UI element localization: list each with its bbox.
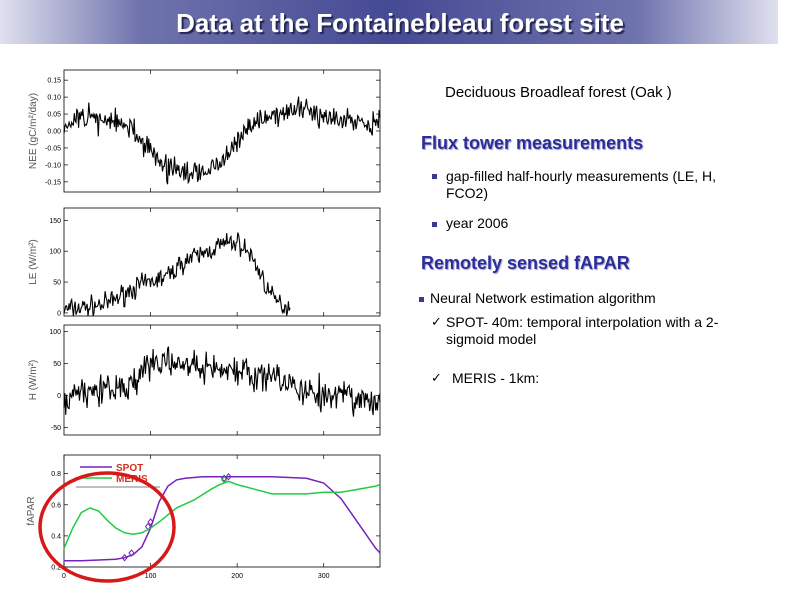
y-tick-label: 100 — [49, 329, 61, 336]
slide-title: Data at the Fontainebleau forest site — [176, 8, 624, 38]
data-marker — [225, 472, 232, 481]
y-tick-label: -0.15 — [45, 179, 61, 186]
y-axis-label: LE (W/m²) — [28, 239, 39, 285]
legend-meris-label: MERIS — [116, 474, 148, 485]
spot-description: : temporal interpolation with a 2-sigmoi… — [446, 314, 719, 347]
meris-label: MERIS - 1km — [452, 370, 536, 386]
x-tick-label: 200 — [231, 573, 243, 580]
data-marker — [128, 549, 135, 557]
y-tick-label: 150 — [49, 218, 61, 225]
plot-frame — [63, 454, 381, 568]
bullet-marker — [419, 297, 424, 302]
y-tick-label: -50 — [51, 425, 61, 432]
meris-series-line — [63, 480, 381, 549]
section-heading-flux: Flux tower measurements — [421, 133, 644, 153]
plot-frame — [63, 69, 381, 193]
y-tick-label: 0.15 — [47, 78, 61, 85]
series-line — [63, 96, 381, 185]
data-marker — [144, 522, 152, 531]
y-tick-label: 100 — [49, 249, 61, 256]
y-tick-label: -0.10 — [45, 162, 61, 169]
y-tick-label: 0 — [57, 393, 61, 400]
bullet-marker — [432, 222, 437, 227]
y-tick-label: 50 — [53, 361, 61, 368]
y-tick-label: 0.4 — [51, 533, 61, 540]
plot-frame — [63, 207, 381, 317]
slide-subtitle: Deciduous Broadleaf forest (Oak ) — [445, 84, 672, 101]
x-tick-label: 300 — [318, 573, 330, 580]
spot-label: SPOT- 40m — [446, 314, 520, 330]
data-marker — [147, 518, 154, 526]
y-tick-label: 0.8 — [51, 471, 61, 478]
bullet-marker — [432, 174, 437, 179]
spot-series-line — [64, 476, 381, 562]
y-tick-label: 0.2 — [51, 565, 61, 572]
plot-frame — [63, 324, 381, 436]
series-line — [63, 232, 291, 317]
y-tick-label: 0.00 — [47, 129, 61, 136]
data-marker — [221, 476, 228, 484]
y-axis-label: fAPAR — [26, 496, 37, 525]
charts-figure: -0.15 -0.10 -0.05 0.00 0.05 0.10 0.15 NEE (gC/m… — [26, 69, 381, 583]
bullet-year: year 2006 — [446, 215, 509, 231]
highlight-circle — [38, 471, 176, 583]
bullet-gap-filled: gap-filled half-hourly measurements (LE,… — [446, 168, 717, 201]
legend-spot-label: SPOT — [116, 463, 143, 474]
series-line — [63, 346, 381, 417]
meris-suffix: : — [535, 370, 540, 386]
section-heading-fapar: Remotely sensed fAPAR — [421, 253, 630, 273]
check-icon: ✓ — [431, 370, 442, 385]
bullet-neural-network: Neural Network estimation algorithm — [430, 290, 656, 306]
data-marker — [121, 553, 128, 562]
y-tick-label: 0 — [57, 310, 61, 317]
y-tick-label: 50 — [53, 280, 61, 287]
y-axis-label: NEE (gC/m²/day) — [28, 93, 39, 169]
y-tick-label: 0.10 — [47, 95, 61, 102]
sub-bullet-spot: SPOT- 40m: temporal interpolation with a… — [446, 314, 766, 348]
x-tick-label: 0 — [62, 573, 66, 580]
x-tick-label: 100 — [145, 573, 157, 580]
y-axis-label: H (W/m²) — [28, 360, 39, 401]
y-tick-label: 0.6 — [51, 502, 61, 509]
check-icon: ✓ — [431, 314, 442, 329]
y-tick-label: 0.05 — [47, 112, 61, 119]
sub-bullet-meris: MERIS - 1km: — [452, 370, 539, 387]
title-bar — [0, 0, 778, 44]
y-tick-label: -0.05 — [45, 145, 61, 152]
